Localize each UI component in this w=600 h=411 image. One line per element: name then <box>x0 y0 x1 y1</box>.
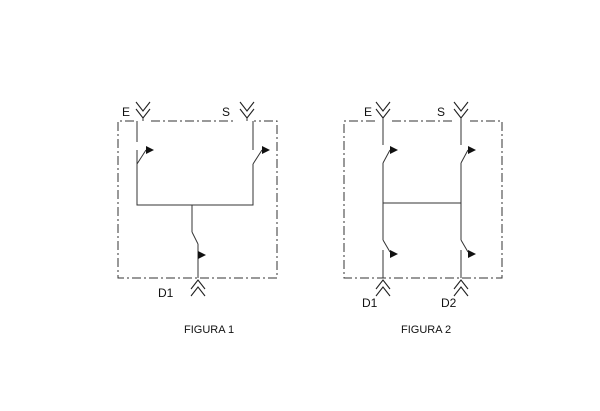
check-valve-top-left-fig2 <box>382 146 398 164</box>
port-d1-fig1: D1 <box>158 267 206 300</box>
check-valve-bottom-fig1 <box>191 231 206 259</box>
figure-2-enclosure <box>343 120 503 279</box>
figure-1: E S D1 FIGURA 1 <box>117 101 278 336</box>
caption-fig2: FIGURA 2 <box>401 324 451 336</box>
flow-lines-fig2 <box>382 121 462 268</box>
flow-lines-fig1 <box>136 121 254 267</box>
port-s-fig2: S <box>437 101 469 121</box>
label-s-fig1: S <box>222 105 230 119</box>
label-d1-fig1: D1 <box>158 286 174 300</box>
figure-1-enclosure <box>117 120 278 279</box>
label-d1-fig2: D1 <box>362 296 378 310</box>
port-d1-fig2: D1 <box>362 268 391 310</box>
label-e-fig2: E <box>364 105 372 119</box>
port-d2-fig2: D2 <box>441 268 469 310</box>
label-s-fig2: S <box>437 105 445 119</box>
caption-fig1: FIGURA 1 <box>184 324 234 336</box>
check-valve-bottom-right-fig2 <box>460 239 476 258</box>
port-s-fig1: S <box>222 101 255 121</box>
port-e-fig2: E <box>364 101 391 121</box>
check-valve-bottom-left-fig2 <box>382 239 398 258</box>
label-e-fig1: E <box>122 105 130 119</box>
check-valve-right-fig1 <box>252 146 270 165</box>
label-d2-fig2: D2 <box>441 296 457 310</box>
port-e-fig1: E <box>122 101 151 121</box>
check-valve-top-right-fig2 <box>460 146 476 164</box>
check-valve-left-fig1 <box>136 146 154 165</box>
figure-2: E S D1 <box>343 101 503 336</box>
